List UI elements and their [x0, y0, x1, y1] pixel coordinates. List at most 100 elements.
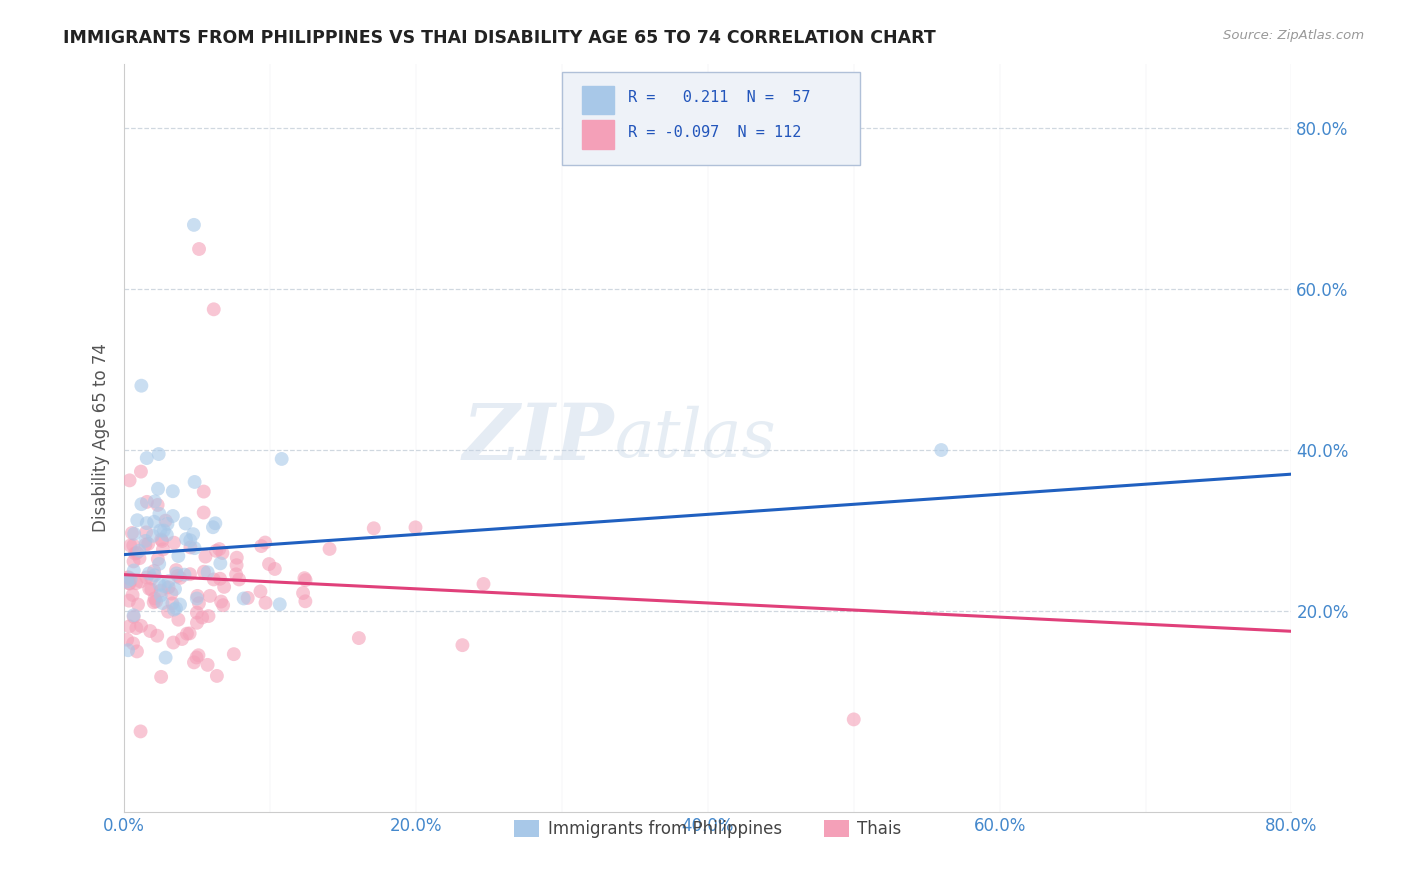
Text: atlas: atlas [614, 405, 776, 471]
Point [150, 670, 173, 684]
Point [135, 495, 157, 509]
Point [232, 591, 254, 606]
Point [197, 566, 219, 580]
Point [208, 572, 231, 586]
Point [186, 589, 208, 603]
Point [122, 526, 145, 541]
Point [186, 650, 208, 665]
Point [292, 586, 315, 600]
Point [174, 516, 197, 531]
Point [405, 520, 427, 534]
Point [204, 516, 226, 531]
Point [148, 557, 170, 571]
Point [186, 615, 208, 630]
Point [149, 578, 172, 592]
Point [143, 494, 166, 508]
Point [153, 579, 176, 593]
Point [211, 546, 233, 560]
Point [150, 534, 173, 549]
Y-axis label: Disability Age 65 to 74: Disability Age 65 to 74 [93, 343, 110, 533]
Point [115, 632, 138, 647]
Point [165, 566, 187, 581]
Point [163, 602, 186, 616]
Point [222, 647, 245, 661]
Point [121, 526, 143, 541]
Point [193, 506, 215, 520]
Point [193, 565, 215, 579]
Point [143, 591, 166, 606]
Point [179, 533, 201, 548]
Point [118, 593, 141, 607]
Point [142, 529, 165, 543]
Point [236, 591, 259, 605]
Point [294, 594, 316, 608]
Point [149, 589, 172, 603]
Point [125, 546, 148, 560]
Point [118, 619, 141, 633]
Point [134, 533, 156, 548]
Point [318, 541, 340, 556]
Point [122, 608, 145, 623]
Point [146, 629, 169, 643]
Point [160, 586, 183, 600]
Point [157, 580, 180, 594]
FancyBboxPatch shape [562, 71, 859, 165]
Point [139, 624, 162, 638]
Text: ZIP: ZIP [463, 400, 614, 476]
Point [122, 539, 145, 553]
Point [127, 513, 149, 527]
Text: R = -0.097  N = 112: R = -0.097 N = 112 [628, 125, 801, 140]
Point [122, 636, 145, 650]
Point [120, 572, 142, 586]
Point [198, 589, 221, 603]
Point [134, 538, 156, 552]
Point [254, 535, 277, 549]
Point [201, 520, 224, 534]
Point [152, 596, 174, 610]
Point [170, 632, 193, 646]
Point [209, 594, 232, 608]
Point [193, 484, 215, 499]
Point [138, 566, 160, 581]
Point [197, 609, 219, 624]
Point [135, 525, 157, 540]
Point [136, 537, 159, 551]
Point [149, 524, 172, 538]
Point [156, 528, 179, 542]
Point [167, 613, 190, 627]
Point [183, 656, 205, 670]
Point [141, 582, 163, 597]
Point [125, 621, 148, 635]
Point [257, 557, 280, 571]
Point [169, 598, 191, 612]
Point [270, 452, 292, 467]
Point [120, 539, 142, 553]
Point [294, 573, 316, 587]
Point [212, 580, 235, 594]
Point [173, 567, 195, 582]
Point [145, 594, 167, 608]
Point [115, 574, 138, 589]
Point [197, 657, 219, 672]
Point [141, 571, 163, 585]
Point [228, 573, 250, 587]
Point [162, 635, 184, 649]
Point [254, 596, 277, 610]
Point [142, 595, 165, 609]
Point [250, 539, 273, 553]
Point [129, 574, 152, 589]
Point [294, 571, 316, 585]
Point [149, 583, 172, 598]
Point [347, 631, 370, 645]
Point [169, 571, 191, 585]
Point [143, 515, 166, 529]
Point [187, 648, 209, 663]
Point [131, 497, 153, 511]
Point [129, 465, 152, 479]
Point [472, 577, 495, 591]
Point [163, 582, 186, 596]
Point [205, 544, 228, 558]
Point [157, 605, 180, 619]
Point [929, 443, 952, 458]
Point [146, 552, 169, 566]
